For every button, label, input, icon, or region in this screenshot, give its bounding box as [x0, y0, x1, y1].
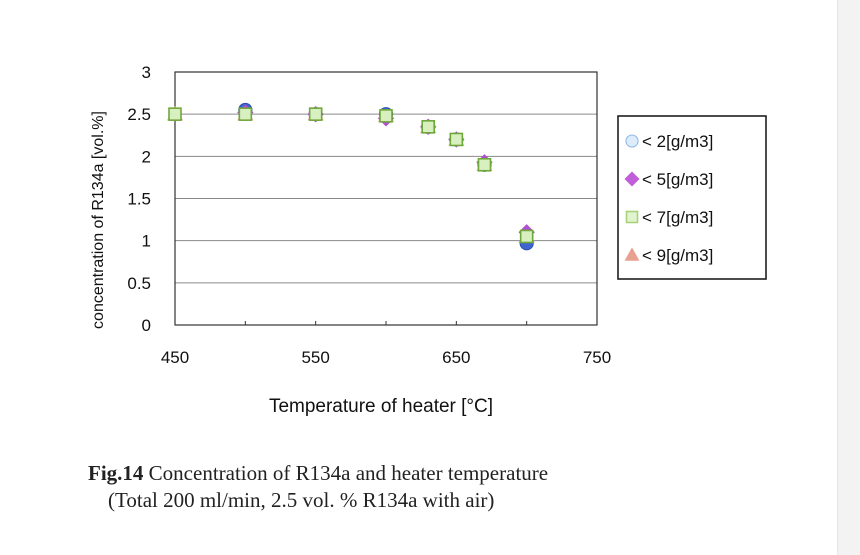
caption-line-2: (Total 200 ml/min, 2.5 vol. % R134a with… [108, 488, 495, 512]
point-square-5 [449, 132, 464, 147]
viewer-scrollbar-strip [837, 0, 860, 555]
legend-marker-circle [625, 134, 639, 148]
point-square-0 [168, 107, 182, 121]
legend-marker-square [625, 210, 639, 224]
caption-figure-number: Fig.14 [88, 461, 144, 485]
legend-marker-diamond [624, 171, 640, 187]
y-tick-label-1-5: 1.5 [127, 190, 151, 209]
y-tick-label-2-5: 2.5 [127, 105, 151, 124]
legend-label-1: < 2[g/m3] [642, 132, 713, 151]
legend-marker-triangle [624, 247, 640, 261]
point-square-1 [238, 107, 253, 121]
legend-label-4: < 9[g/m3] [642, 246, 713, 265]
figure-caption: Fig.14 Concentration of R134a and heater… [88, 460, 728, 514]
point-square-7 [519, 229, 534, 244]
x-tick-label-650: 650 [442, 348, 470, 367]
legend-label-2: < 5[g/m3] [642, 170, 713, 189]
y-tick-label-3: 3 [142, 63, 151, 82]
point-square-2 [308, 107, 323, 121]
point-square-6 [477, 157, 492, 172]
x-tick-label-750: 750 [583, 348, 611, 367]
point-square-4 [421, 120, 436, 134]
y-tick-label-0: 0 [142, 316, 151, 335]
y-tick-label-0-5: 0.5 [127, 274, 151, 293]
x-tick-label-550: 550 [301, 348, 329, 367]
legend-box [617, 115, 767, 280]
y-tick-label-1: 1 [142, 232, 151, 251]
x-tick-label-450: 450 [161, 348, 189, 367]
y-tick-label-2: 2 [142, 147, 151, 166]
caption-line-1: Concentration of R134a and heater temper… [143, 461, 549, 485]
concentration-chart: 0 0.5 1 1.5 2 2.5 3 450 550 650 750 Temperature of … [90, 63, 767, 417]
x-axis-title: Temperature of heater [°C] [269, 396, 493, 417]
y-axis-title: concentration of R134a [vol.%] [90, 111, 107, 329]
point-square-3 [379, 109, 393, 123]
legend-label-3: < 7[g/m3] [642, 208, 713, 227]
